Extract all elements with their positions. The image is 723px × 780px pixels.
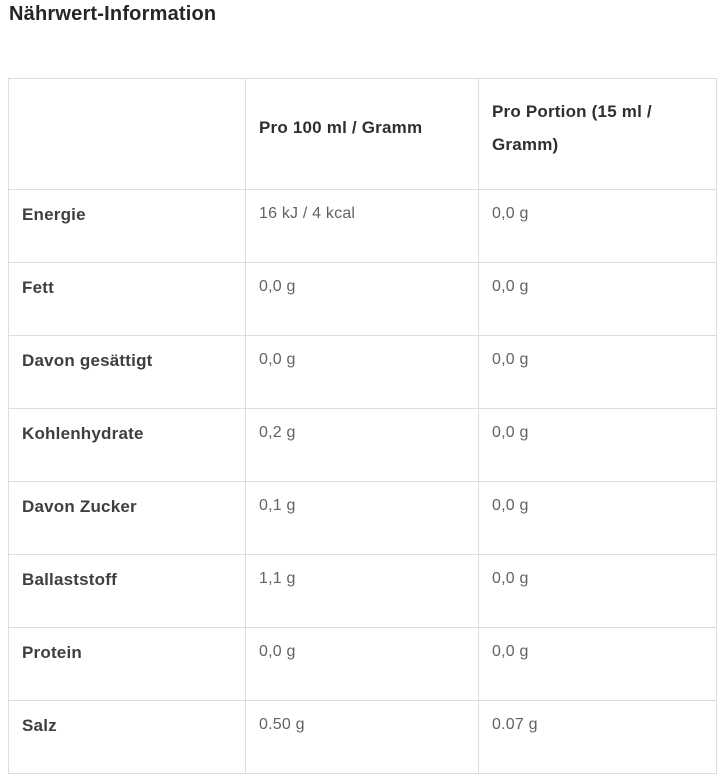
table-header-row: Pro 100 ml / Gramm Pro Portion (15 ml / … [8,78,717,190]
row-per-portion-value: 0,0 g [478,335,717,409]
row-per-portion-value: 0,0 g [478,554,717,628]
row-label: Fett [8,262,246,336]
row-per-100ml-value: 0,0 g [245,262,479,336]
row-per-100ml-value: 0,2 g [245,408,479,482]
header-empty-cell [8,78,246,190]
row-per-100ml-value: 1,1 g [245,554,479,628]
row-per-100ml-value: 0.50 g [245,700,479,774]
row-per-portion-value: 0,0 g [478,481,717,555]
row-per-100ml-value: 0,1 g [245,481,479,555]
table-row-protein: Protein 0,0 g 0,0 g [8,627,717,701]
row-per-portion-value: 0.07 g [478,700,717,774]
table-row-salz: Salz 0.50 g 0.07 g [8,700,717,774]
table-row-davon-zucker: Davon Zucker 0,1 g 0,0 g [8,481,717,555]
row-per-100ml-value: 0,0 g [245,627,479,701]
row-per-100ml-value: 0,0 g [245,335,479,409]
table-row-energie: Energie 16 kJ / 4 kcal 0,0 g [8,189,717,263]
table-row-ballaststoff: Ballaststoff 1,1 g 0,0 g [8,554,717,628]
row-label: Salz [8,700,246,774]
table-row-davon-gesaettigt: Davon gesättigt 0,0 g 0,0 g [8,335,717,409]
row-per-portion-value: 0,0 g [478,189,717,263]
row-per-portion-value: 0,0 g [478,262,717,336]
row-label: Protein [8,627,246,701]
row-label: Davon gesättigt [8,335,246,409]
row-per-portion-value: 0,0 g [478,408,717,482]
nutrition-table: Pro 100 ml / Gramm Pro Portion (15 ml / … [8,78,717,774]
table-row-fett: Fett 0,0 g 0,0 g [8,262,717,336]
row-per-100ml-value: 16 kJ / 4 kcal [245,189,479,263]
row-label: Davon Zucker [8,481,246,555]
row-label: Energie [8,189,246,263]
table-row-kohlenhydrate: Kohlenhydrate 0,2 g 0,0 g [8,408,717,482]
header-per-100ml: Pro 100 ml / Gramm [245,78,479,190]
header-per-portion: Pro Portion (15 ml / Gramm) [478,78,717,190]
row-per-portion-value: 0,0 g [478,627,717,701]
section-title: Nährwert-Information [9,3,217,25]
row-label: Kohlenhydrate [8,408,246,482]
row-label: Ballaststoff [8,554,246,628]
